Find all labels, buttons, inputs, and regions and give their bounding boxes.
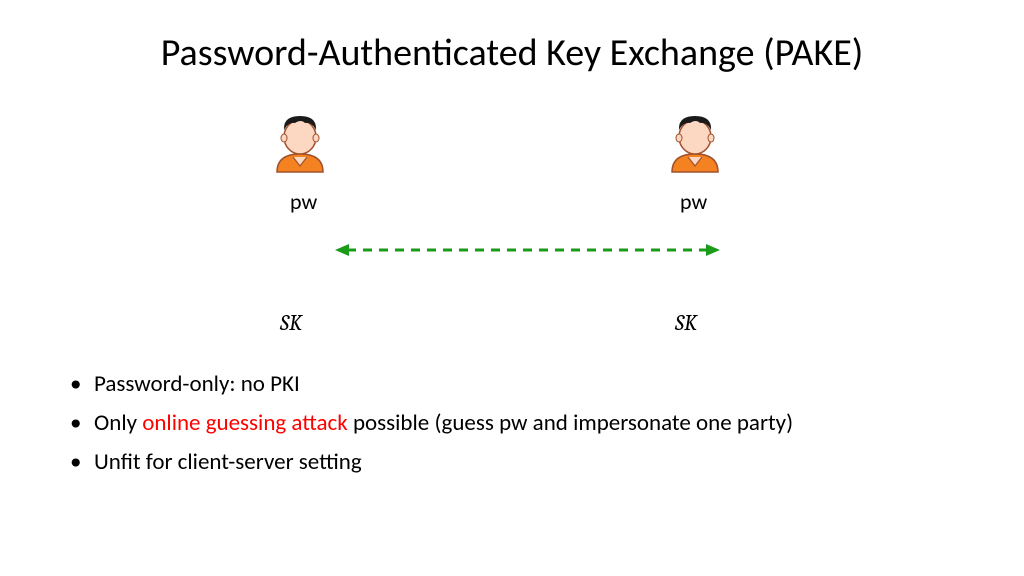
bullet-text-highlight: online guessing attack [142,409,348,437]
bullet-list: Password-only: no PKI Only online guessi… [70,370,984,486]
bullet-text: Unfit for client-server setting [94,448,362,476]
bullet-item: Unfit for client-server setting [70,448,984,477]
bullet-text-post: possible (guess pw and impersonate one p… [348,409,793,437]
bullet-text: Password-only: no PKI [94,370,300,398]
sk-label-left: SK [280,310,302,336]
bullet-text-pre: Only [94,409,142,437]
exchange-arrow [335,238,720,267]
bullet-item: Only online guessing attack possible (gu… [70,409,984,438]
pw-label-left: pw [290,188,317,215]
slide-title-text: Password-Authenticated Key Exchange (PAK… [161,30,864,76]
sk-label-right: SK [675,310,697,336]
pw-label-right: pw [680,188,707,215]
bullet-item: Password-only: no PKI [70,370,984,399]
slide-title: Password-Authenticated Key Exchange (PAK… [0,30,1024,76]
person-left-icon [265,110,335,180]
person-right-icon [660,110,730,180]
